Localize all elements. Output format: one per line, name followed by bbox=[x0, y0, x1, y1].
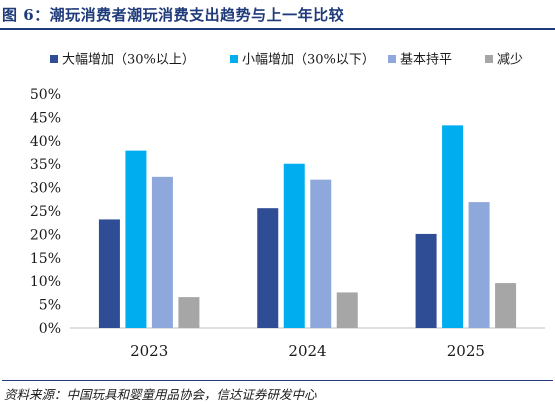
bar-2025-series-3 bbox=[468, 202, 490, 328]
bar-2024-series-1 bbox=[257, 208, 279, 328]
x-tick-label-2023: 2023 bbox=[130, 342, 168, 360]
source-bar: 资料来源：中国玩具和婴童用品协会，信达证券研发中心 bbox=[2, 380, 553, 404]
figure-title: 图 6：潮玩消费者潮玩消费支出趋势与上一年比较 bbox=[2, 6, 345, 24]
bar-2025-series-1 bbox=[415, 233, 437, 328]
legend-label-3: 基本持平 bbox=[400, 53, 452, 68]
legend-label-2: 小幅增加（30%以下） bbox=[242, 53, 375, 68]
bar-2024-series-3 bbox=[310, 179, 332, 328]
x-tick-label-2024: 2024 bbox=[288, 342, 326, 360]
bar-2024-series-4 bbox=[336, 292, 358, 328]
source-note: 资料来源：中国玩具和婴童用品协会，信达证券研发中心 bbox=[4, 387, 317, 402]
y-tick-label: 15% bbox=[30, 251, 61, 267]
y-tick-label: 20% bbox=[30, 227, 61, 243]
bar-2023-series-1 bbox=[98, 219, 120, 328]
legend-label-4: 减少 bbox=[497, 53, 523, 68]
legend-swatch-2 bbox=[230, 55, 238, 63]
x-tick-label-2025: 2025 bbox=[447, 342, 485, 360]
legend-label-1: 大幅增加（30%以上） bbox=[62, 53, 195, 68]
y-tick-label: 45% bbox=[30, 110, 61, 126]
y-tick-label: 10% bbox=[30, 274, 61, 290]
y-tick-label: 0% bbox=[39, 321, 61, 337]
y-tick-label: 30% bbox=[30, 181, 61, 197]
bar-2025-series-4 bbox=[495, 283, 517, 328]
title-bar: 图 6：潮玩消费者潮玩消费支出趋势与上一年比较 bbox=[0, 0, 555, 30]
bar-chart: 大幅增加（30%以上） 小幅增加（30%以下） 基本持平 减少 0% 5% 10% 15% 20… bbox=[30, 53, 545, 360]
legend-swatch-3 bbox=[388, 55, 396, 63]
y-tick-label: 25% bbox=[30, 204, 61, 220]
legend-swatch-4 bbox=[485, 55, 493, 63]
bar-2023-series-3 bbox=[151, 176, 173, 328]
bar-2023-series-2 bbox=[125, 150, 147, 328]
bar-2024-series-2 bbox=[283, 163, 305, 328]
legend-swatch-1 bbox=[50, 55, 58, 63]
y-tick-label: 40% bbox=[30, 134, 61, 150]
y-tick-label: 35% bbox=[30, 157, 61, 173]
bar-2023-series-4 bbox=[178, 297, 200, 328]
y-tick-label: 50% bbox=[30, 87, 61, 103]
y-tick-label: 5% bbox=[39, 298, 61, 314]
bar-2025-series-2 bbox=[442, 125, 464, 328]
